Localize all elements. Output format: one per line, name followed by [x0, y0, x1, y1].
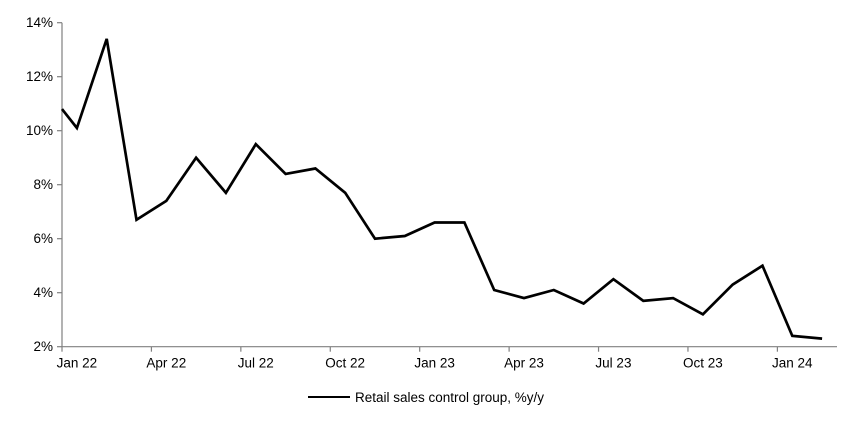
x-tick-label: Apr 22 [146, 356, 186, 371]
series-line-retail-sales-control-group [60, 38, 823, 340]
line-chart-plot: 2% 4% 6% 8% 10% 12% 14% Jan 22 Apr 22 Jul 22 Oct 2… [26, 15, 837, 371]
x-tick-label: Jan 24 [772, 356, 813, 371]
x-tick-label: Jul 23 [595, 356, 631, 371]
x-tick-label: Oct 22 [325, 356, 365, 371]
y-tick-label: 4% [33, 285, 53, 300]
x-tick-label: Jul 22 [238, 356, 274, 371]
x-tick-label: Jan 22 [57, 356, 98, 371]
x-tick-label: Apr 23 [504, 356, 544, 371]
chart-legend: Retail sales control group, %y/y [0, 387, 852, 407]
y-tick-label: 12% [26, 69, 53, 84]
y-tick-label: 10% [26, 123, 53, 138]
y-tick-label: 8% [33, 177, 53, 192]
legend-series-label: Retail sales control group, %y/y [354, 389, 545, 405]
y-tick-label: 6% [33, 231, 53, 246]
y-tick-label: 2% [33, 339, 53, 354]
x-tick-label: Jan 23 [414, 356, 455, 371]
x-tick-label: Oct 23 [683, 356, 723, 371]
legend-line-swatch [307, 396, 350, 398]
y-tick-label: 14% [26, 15, 53, 30]
